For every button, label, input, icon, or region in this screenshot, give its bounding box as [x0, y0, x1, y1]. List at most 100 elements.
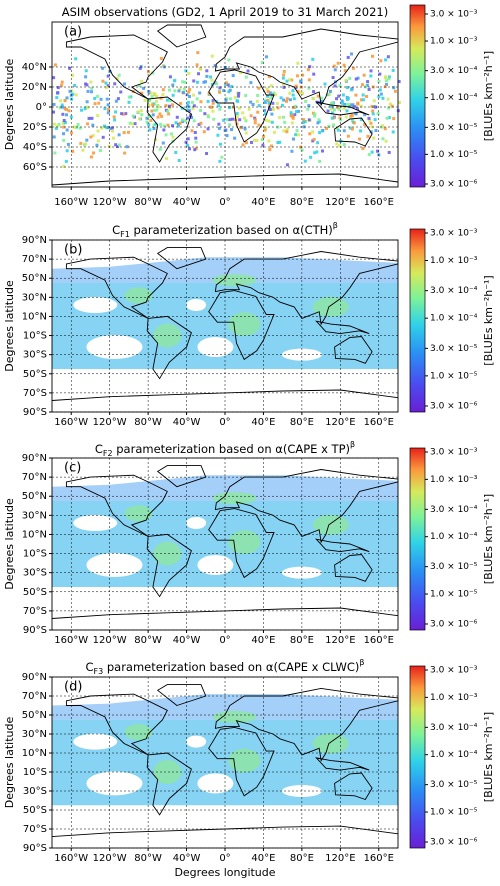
observation-cell: [147, 89, 151, 93]
observation-cell: [355, 107, 359, 111]
colorbar-tick-label: 1.0 × 10⁻⁵: [430, 150, 478, 160]
observation-cell: [152, 126, 156, 130]
observation-cell: [285, 163, 289, 167]
y-tick-label: 30°S: [23, 786, 47, 797]
observation-cell: [285, 130, 289, 134]
observation-cell: [89, 155, 93, 159]
observation-cell: [294, 84, 298, 88]
observation-cell: [192, 104, 196, 108]
observation-cell: [350, 127, 354, 131]
observation-cell: [149, 119, 153, 123]
observation-cell: [361, 93, 365, 97]
colorbar-tick-label: 1.0 × 10⁻⁵: [430, 808, 478, 818]
observation-cell: [195, 97, 199, 101]
observation-cell: [119, 90, 123, 94]
observation-cell: [241, 111, 245, 115]
observation-cell: [299, 79, 303, 83]
observation-cell: [187, 94, 191, 98]
observation-cell: [381, 137, 385, 141]
observation-cell: [146, 70, 150, 74]
coastline: [65, 693, 168, 756]
observation-cell: [281, 115, 285, 119]
observation-cell: [312, 90, 316, 94]
observation-cell: [374, 129, 378, 133]
observation-cell: [101, 79, 105, 83]
observation-cell: [195, 63, 199, 67]
observation-cell: [263, 128, 267, 132]
colorbar-tick-label: 3.0 × 10⁻³: [430, 229, 478, 239]
colorbar-tick-label: 3.0 × 10⁻³: [430, 448, 478, 458]
observation-cell: [84, 75, 88, 79]
observation-cell: [233, 136, 237, 140]
observation-cell: [333, 68, 337, 72]
observation-cell: [62, 132, 66, 136]
observation-cell: [374, 105, 378, 109]
observation-cell: [198, 91, 202, 95]
observation-cell: [397, 80, 401, 84]
observation-cell: [143, 98, 147, 102]
observation-cell: [150, 109, 154, 113]
observation-cell: [293, 113, 297, 117]
observation-cell: [228, 123, 232, 127]
observation-cell: [112, 115, 116, 119]
x-tick-label: 80°E: [290, 417, 314, 428]
observation-cell: [196, 80, 200, 84]
observation-cell: [84, 142, 88, 146]
observation-cell: [96, 139, 100, 143]
colorbar-label: [BLUEs km⁻²h⁻¹]: [482, 494, 495, 584]
title-part: parameterization based on α(CTH): [130, 223, 333, 237]
observation-cell: [338, 144, 342, 148]
observation-cell: [183, 80, 187, 84]
colorbar-tick-label: 1.0 × 10⁻³: [430, 256, 478, 266]
observation-cell: [193, 130, 197, 134]
field-band-north: [52, 257, 398, 283]
observation-cell: [105, 97, 109, 101]
observation-cell: [249, 100, 253, 104]
observation-cell: [260, 138, 264, 142]
observation-cell: [306, 68, 310, 72]
observation-cell: [168, 99, 172, 103]
observation-cell: [320, 100, 324, 104]
observation-cell: [116, 97, 120, 101]
observation-cell: [290, 121, 294, 125]
title-part: β: [350, 440, 355, 449]
x-tick-label: 120°E: [325, 197, 355, 208]
observation-cell: [340, 99, 344, 103]
observation-cell: [158, 147, 162, 151]
observation-cell: [126, 130, 130, 134]
observation-cell: [235, 114, 239, 118]
observation-cell: [152, 123, 156, 127]
observation-cell: [345, 109, 349, 113]
observation-cell: [387, 106, 391, 110]
observation-cell: [230, 85, 234, 89]
x-tick-label: 160°W: [54, 635, 88, 646]
observation-cell: [180, 118, 184, 122]
x-tick-label: 40°W: [173, 635, 201, 646]
observation-cell: [96, 129, 100, 133]
colorbar-tick-label: 1.0 × 10⁻⁴: [430, 750, 478, 760]
observation-cell: [282, 98, 286, 102]
observation-cell: [301, 91, 305, 95]
observation-cell: [330, 116, 334, 120]
observation-cell: [367, 153, 371, 157]
observation-cell: [66, 142, 70, 146]
map-panel: [51, 22, 401, 187]
observation-cell: [265, 94, 269, 98]
observation-cell: [386, 97, 390, 101]
observation-cell: [239, 126, 243, 130]
observation-cell: [331, 123, 335, 127]
observation-cell: [381, 124, 385, 128]
observation-cell: [121, 112, 125, 116]
observation-cell: [235, 112, 239, 116]
observation-cell: [397, 100, 401, 104]
observation-cell: [84, 69, 88, 73]
observation-cell: [291, 93, 295, 97]
observation-cell: [342, 143, 346, 147]
observation-cell: [281, 82, 285, 86]
y-tick-label: 30°S: [23, 350, 47, 361]
observation-cell: [280, 103, 284, 107]
observation-cell: [188, 88, 192, 92]
observation-cell: [206, 99, 210, 103]
observation-cell: [54, 126, 58, 130]
field-high: [124, 724, 153, 741]
